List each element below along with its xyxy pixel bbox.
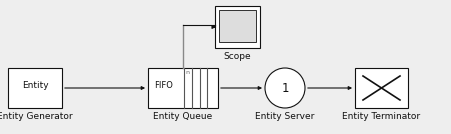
- Circle shape: [265, 68, 305, 108]
- Text: Entity Generator: Entity Generator: [0, 112, 73, 121]
- Text: FIFO: FIFO: [154, 81, 173, 90]
- Bar: [8, 68, 62, 108]
- Text: Entity Server: Entity Server: [255, 112, 315, 121]
- Text: 1: 1: [281, 81, 289, 94]
- Text: Entity Terminator: Entity Terminator: [342, 112, 421, 121]
- Bar: [219, 10, 256, 42]
- Bar: [148, 68, 218, 108]
- Bar: [355, 68, 408, 108]
- Text: Entity Queue: Entity Queue: [153, 112, 212, 121]
- Bar: [215, 6, 260, 48]
- Text: Entity: Entity: [22, 81, 48, 90]
- Text: n: n: [185, 70, 189, 75]
- Text: Scope: Scope: [224, 52, 251, 61]
